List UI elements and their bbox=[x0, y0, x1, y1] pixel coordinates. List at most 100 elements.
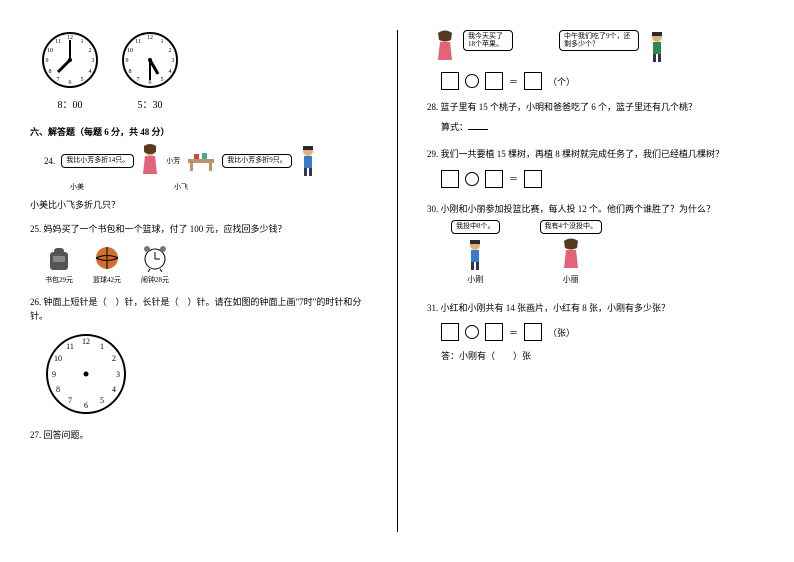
q24-label-fang: 小芳 bbox=[166, 156, 180, 166]
clock-2: 1212 345 678 91011 5：30 bbox=[120, 30, 180, 111]
clock-pair: 1212 345 678 91011 8：00 1212 345 678 910… bbox=[40, 30, 367, 111]
svg-text:4: 4 bbox=[89, 69, 92, 75]
equals-sign: ＝ bbox=[509, 326, 518, 339]
clock-face-2: 1212 345 678 91011 bbox=[120, 30, 180, 90]
svg-text:11: 11 bbox=[135, 39, 141, 45]
item-bag-label: 书包29元 bbox=[44, 275, 74, 285]
blank-box[interactable] bbox=[441, 170, 459, 188]
svg-text:5: 5 bbox=[100, 396, 104, 405]
svg-text:3: 3 bbox=[92, 58, 95, 64]
q28-text: 28. 篮子里有 15 个桃子，小明和爸爸吃了 6 个，篮子里还有几个桃？ bbox=[427, 100, 764, 114]
svg-text:7: 7 bbox=[68, 396, 72, 405]
item-ball-label: 篮球42元 bbox=[92, 275, 122, 285]
svg-text:10: 10 bbox=[47, 48, 53, 54]
svg-text:3: 3 bbox=[116, 370, 120, 379]
svg-text:10: 10 bbox=[54, 354, 62, 363]
q27b-bubble-girl: 我今天买了18个苹果。 bbox=[463, 30, 513, 51]
svg-text:1: 1 bbox=[81, 39, 84, 45]
q30-gang: 我投中8个。 小刚 bbox=[451, 220, 500, 285]
girl2-icon bbox=[435, 30, 455, 64]
svg-text:2: 2 bbox=[89, 48, 92, 54]
q27-text: 27. 回答问题。 bbox=[30, 428, 367, 442]
q27b-equation: ＝ （个） bbox=[441, 72, 764, 90]
blank-box[interactable] bbox=[441, 323, 459, 341]
blank-clock-icon: 1212 345 678 91011 bbox=[44, 332, 128, 416]
q29-equation: ＝ bbox=[441, 170, 764, 188]
svg-text:8: 8 bbox=[56, 385, 60, 394]
bag-icon bbox=[46, 244, 72, 272]
svg-text:7: 7 bbox=[57, 77, 60, 83]
blank-box[interactable] bbox=[485, 72, 503, 90]
clock-face-1: 1212 345 678 91011 bbox=[40, 30, 100, 90]
q27b-bubble-boy: 中午我们吃了9个，还剩多少个？ bbox=[559, 30, 639, 51]
q24-label-mei: 小美 bbox=[70, 182, 84, 192]
svg-text:1: 1 bbox=[100, 342, 104, 351]
q25: 25. 妈妈买了一个书包和一个篮球，付了 100 元，应找回多少钱？ 书包29元… bbox=[30, 222, 367, 284]
q28: 28. 篮子里有 15 个桃子，小明和爸爸吃了 6 个，篮子里还有几个桃？ 算式… bbox=[427, 100, 764, 133]
svg-text:12: 12 bbox=[147, 35, 153, 41]
item-bag: 书包29元 bbox=[44, 243, 74, 285]
blank-op[interactable] bbox=[465, 325, 479, 339]
svg-text:11: 11 bbox=[66, 342, 74, 351]
q30-label-li: 小丽 bbox=[563, 274, 579, 285]
section-6-title: 六、解答题（每题 6 分，共 48 分） bbox=[30, 125, 367, 138]
svg-text:3: 3 bbox=[172, 58, 175, 64]
q28-prefix: 算式： bbox=[441, 122, 468, 132]
q29-text: 29. 我们一共要植 15 棵树，再植 8 棵树就完成任务了，我们已经植几棵树？ bbox=[427, 147, 764, 161]
q31: 31. 小红和小刚共有 14 张画片，小红有 8 张，小刚有多少张？ ＝ （张）… bbox=[427, 301, 764, 362]
q27: 27. 回答问题。 bbox=[30, 428, 367, 442]
svg-text:12: 12 bbox=[82, 337, 90, 346]
svg-text:4: 4 bbox=[169, 69, 172, 75]
q31-unit: （张） bbox=[548, 326, 575, 339]
blank-op[interactable] bbox=[465, 74, 479, 88]
clock-2-label: 5：30 bbox=[120, 96, 180, 111]
blank-box[interactable] bbox=[524, 72, 542, 90]
svg-text:6: 6 bbox=[69, 80, 72, 86]
left-column: 1212 345 678 91011 8：00 1212 345 678 910… bbox=[0, 0, 397, 562]
q27b-unit: （个） bbox=[548, 75, 575, 88]
q26: 26. 钟面上短针是（ ）针，长针是（ ）针。请在如图的钟面上画"7时"的时针和… bbox=[30, 295, 367, 418]
table-icon bbox=[186, 149, 216, 173]
blank-box[interactable] bbox=[524, 170, 542, 188]
blank-line[interactable] bbox=[468, 129, 488, 130]
svg-text:6: 6 bbox=[84, 401, 88, 410]
q24-label-fei: 小飞 bbox=[174, 182, 188, 192]
svg-text:7: 7 bbox=[137, 77, 140, 83]
clock-1: 1212 345 678 91011 8：00 bbox=[40, 30, 100, 111]
q30-bubble-gang: 我投中8个。 bbox=[451, 220, 500, 234]
q26-text: 26. 钟面上短针是（ ）针，长针是（ ）针。请在如图的钟面上画"7时"的时针和… bbox=[30, 295, 367, 324]
equals-sign: ＝ bbox=[509, 172, 518, 185]
svg-text:6: 6 bbox=[149, 80, 152, 86]
q30-text: 30. 小刚和小丽参加投篮比赛，每人投 12 个。他们两个谁胜了？为什么？ bbox=[427, 202, 764, 216]
q25-text: 25. 妈妈买了一个书包和一个篮球，付了 100 元，应找回多少钱？ bbox=[30, 222, 367, 236]
equals-sign: ＝ bbox=[509, 75, 518, 88]
blank-box[interactable] bbox=[441, 72, 459, 90]
boy2-icon bbox=[647, 30, 667, 64]
svg-text:8: 8 bbox=[49, 69, 52, 75]
boy3-icon bbox=[465, 238, 485, 272]
blank-box[interactable] bbox=[485, 170, 503, 188]
alarm-icon bbox=[141, 244, 169, 272]
q30-label-gang: 小刚 bbox=[467, 274, 483, 285]
q24-num: 24. bbox=[44, 156, 55, 166]
svg-text:9: 9 bbox=[52, 370, 56, 379]
blank-box[interactable] bbox=[485, 323, 503, 341]
svg-text:5: 5 bbox=[161, 77, 164, 83]
q31-text: 31. 小红和小刚共有 14 张画片，小红有 8 张，小刚有多少张？ bbox=[427, 301, 764, 315]
girl3-icon bbox=[561, 238, 581, 272]
q29: 29. 我们一共要植 15 棵树，再植 8 棵树就完成任务了，我们已经植几棵树？… bbox=[427, 147, 764, 187]
q30: 30. 小刚和小丽参加投篮比赛，每人投 12 个。他们两个谁胜了？为什么？ 我投… bbox=[427, 202, 764, 285]
item-alarm: 闹钟28元 bbox=[140, 243, 170, 285]
girl-icon bbox=[140, 144, 160, 178]
svg-text:2: 2 bbox=[169, 48, 172, 54]
q24-bubble-fei: 我比小芳多折9只。 bbox=[222, 154, 292, 168]
q24-question: 小美比小飞多折几只？ bbox=[30, 198, 367, 212]
svg-text:5: 5 bbox=[81, 77, 84, 83]
blank-box[interactable] bbox=[524, 323, 542, 341]
svg-text:1: 1 bbox=[161, 39, 164, 45]
item-alarm-label: 闹钟28元 bbox=[140, 275, 170, 285]
q24-bubble-mei: 我比小芳多折14只。 bbox=[61, 154, 134, 168]
q31-equation: ＝ （张） bbox=[441, 323, 764, 341]
svg-text:9: 9 bbox=[126, 58, 129, 64]
blank-op[interactable] bbox=[465, 172, 479, 186]
